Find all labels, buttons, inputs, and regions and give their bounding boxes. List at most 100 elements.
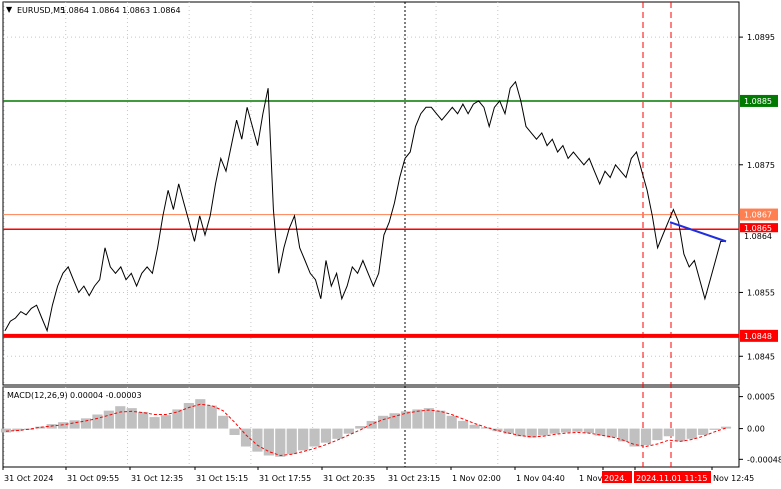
macd-histogram-bar bbox=[172, 409, 183, 429]
macd-label: MACD(12,26,9) bbox=[7, 391, 68, 400]
time-tick-label: 1 Nov bbox=[579, 474, 603, 483]
macd-histogram-bar bbox=[698, 428, 709, 435]
price-tick-label: 1.0895 bbox=[747, 33, 775, 42]
time-tick-label: 31 Oct 23:15 bbox=[388, 474, 440, 483]
level-label-overlay: 1.0865 bbox=[744, 224, 772, 233]
macd-tick-label: 0.0005 bbox=[747, 393, 775, 402]
level-label: 1.0867 bbox=[744, 211, 772, 220]
time-marker-box bbox=[602, 471, 632, 483]
macd-histogram-bar bbox=[663, 428, 674, 437]
macd-histogram-bar bbox=[12, 428, 23, 432]
time-marker-box bbox=[634, 471, 711, 483]
macd-histogram-bar bbox=[298, 428, 309, 451]
macd-histogram-bar bbox=[366, 420, 377, 429]
time-tick-label: 2024.11.01 11:15 bbox=[636, 474, 707, 483]
macd-histogram-bar bbox=[595, 428, 606, 436]
macd-histogram-bar bbox=[286, 428, 297, 455]
macd-histogram-bar bbox=[606, 428, 617, 438]
macd-histogram-bar bbox=[103, 410, 114, 429]
macd-histogram-bar bbox=[423, 408, 434, 429]
macd-histogram-bar bbox=[355, 426, 366, 429]
time-tick-label: 1 Nov 02:00 bbox=[452, 474, 501, 483]
price-series-line bbox=[4, 80, 726, 333]
macd-histogram-bar bbox=[675, 428, 686, 442]
current-price-label: 1.0864 bbox=[744, 232, 772, 241]
macd-histogram-bar bbox=[309, 428, 320, 447]
macd-histogram-bar bbox=[320, 428, 332, 443]
macd-histogram-bar bbox=[503, 428, 514, 434]
macd-histogram-bar bbox=[640, 428, 652, 446]
macd-histogram-bar bbox=[583, 428, 594, 434]
time-tick-label: 31 Oct 12:35 bbox=[131, 474, 183, 483]
macd-histogram-bar bbox=[275, 428, 286, 457]
macd-histogram-bar bbox=[458, 420, 469, 429]
macd-histogram-bar bbox=[492, 428, 503, 432]
macd-histogram-bar bbox=[469, 424, 480, 429]
macd-histogram-bar bbox=[332, 428, 343, 439]
macd-histogram-bar bbox=[446, 415, 457, 429]
time-tick-label: 31 Oct 20:35 bbox=[323, 474, 375, 483]
macd-histogram-bar bbox=[138, 411, 149, 429]
chart-menu-arrow[interactable]: ▼ bbox=[6, 5, 13, 14]
macd-histogram-bar bbox=[480, 427, 492, 429]
macd-histogram-bar bbox=[526, 428, 537, 438]
macd-histogram-bar bbox=[160, 415, 172, 429]
price-tick-label: 1.0875 bbox=[747, 161, 775, 170]
macd-histogram-bar bbox=[343, 428, 354, 434]
macd-histogram-bar bbox=[58, 422, 69, 429]
macd-panel-frame bbox=[2, 386, 740, 468]
macd-histogram-bar bbox=[229, 428, 240, 435]
time-tick-label: Nov 12:45 bbox=[713, 474, 754, 483]
macd-histogram-bar bbox=[80, 418, 92, 429]
macd-histogram-bar bbox=[126, 408, 137, 429]
macd-histogram-bar bbox=[218, 415, 229, 429]
time-tick-label: 2024. bbox=[604, 474, 627, 483]
macd-values: 0.00004 -0.00003 bbox=[70, 391, 142, 400]
level-label-box-overlay bbox=[740, 223, 778, 233]
time-tick-label: 31 Oct 15:15 bbox=[196, 474, 248, 483]
macd-histogram-bar bbox=[195, 399, 206, 429]
time-tick-label: 31 Oct 17:55 bbox=[259, 474, 311, 483]
macd-histogram-bar bbox=[69, 420, 80, 429]
macd-histogram-bar bbox=[0, 428, 12, 433]
macd-histogram-bar bbox=[389, 413, 400, 429]
price-panel-frame bbox=[2, 1, 740, 386]
macd-histogram-bar bbox=[720, 426, 732, 429]
macd-tick-label: -0.00048 bbox=[747, 455, 781, 464]
macd-histogram-bar bbox=[92, 414, 103, 429]
macd-histogram-bar bbox=[560, 428, 572, 433]
macd-histogram-bar bbox=[686, 428, 697, 439]
macd-histogram-bar bbox=[252, 428, 263, 452]
macd-histogram-bar bbox=[183, 403, 194, 429]
macd-histogram-bar bbox=[115, 406, 126, 429]
level-label-box bbox=[740, 329, 778, 342]
price-tick-label: 1.0855 bbox=[747, 288, 775, 297]
ohlc-values: 1.0864 1.0864 1.0863 1.0864 bbox=[61, 6, 181, 15]
macd-histogram-bar bbox=[572, 428, 583, 432]
macd-histogram-bar bbox=[549, 428, 560, 434]
macd-histogram-bar bbox=[412, 409, 423, 429]
time-tick-label: 31 Oct 09:55 bbox=[67, 474, 119, 483]
level-label: 1.0848 bbox=[744, 332, 772, 341]
macd-histogram-bar bbox=[652, 428, 663, 441]
macd-histogram-bar bbox=[629, 428, 640, 447]
macd-histogram-bar bbox=[538, 428, 549, 436]
time-tick-label: 1 Nov 04:40 bbox=[516, 474, 565, 483]
time-tick-label: 31 Oct 2024 bbox=[4, 474, 53, 483]
macd-tick-label: 0.00 bbox=[747, 425, 765, 434]
macd-histogram-bar bbox=[400, 411, 412, 429]
macd-signal-line bbox=[5, 403, 727, 457]
level-label-box bbox=[740, 208, 778, 221]
trend-line bbox=[669, 221, 727, 243]
macd-histogram-bar bbox=[149, 417, 160, 429]
macd-histogram-bar bbox=[618, 428, 629, 442]
macd-histogram-bar bbox=[35, 426, 46, 429]
macd-histogram-bar bbox=[240, 428, 252, 447]
level-label: 1.0885 bbox=[744, 97, 772, 106]
price-tick-label: 1.0845 bbox=[747, 352, 775, 361]
macd-histogram-bar bbox=[709, 428, 720, 430]
macd-histogram-bar bbox=[378, 415, 389, 429]
macd-histogram-bar bbox=[206, 405, 217, 429]
symbol-label: EURUSD,M5 bbox=[17, 6, 65, 15]
